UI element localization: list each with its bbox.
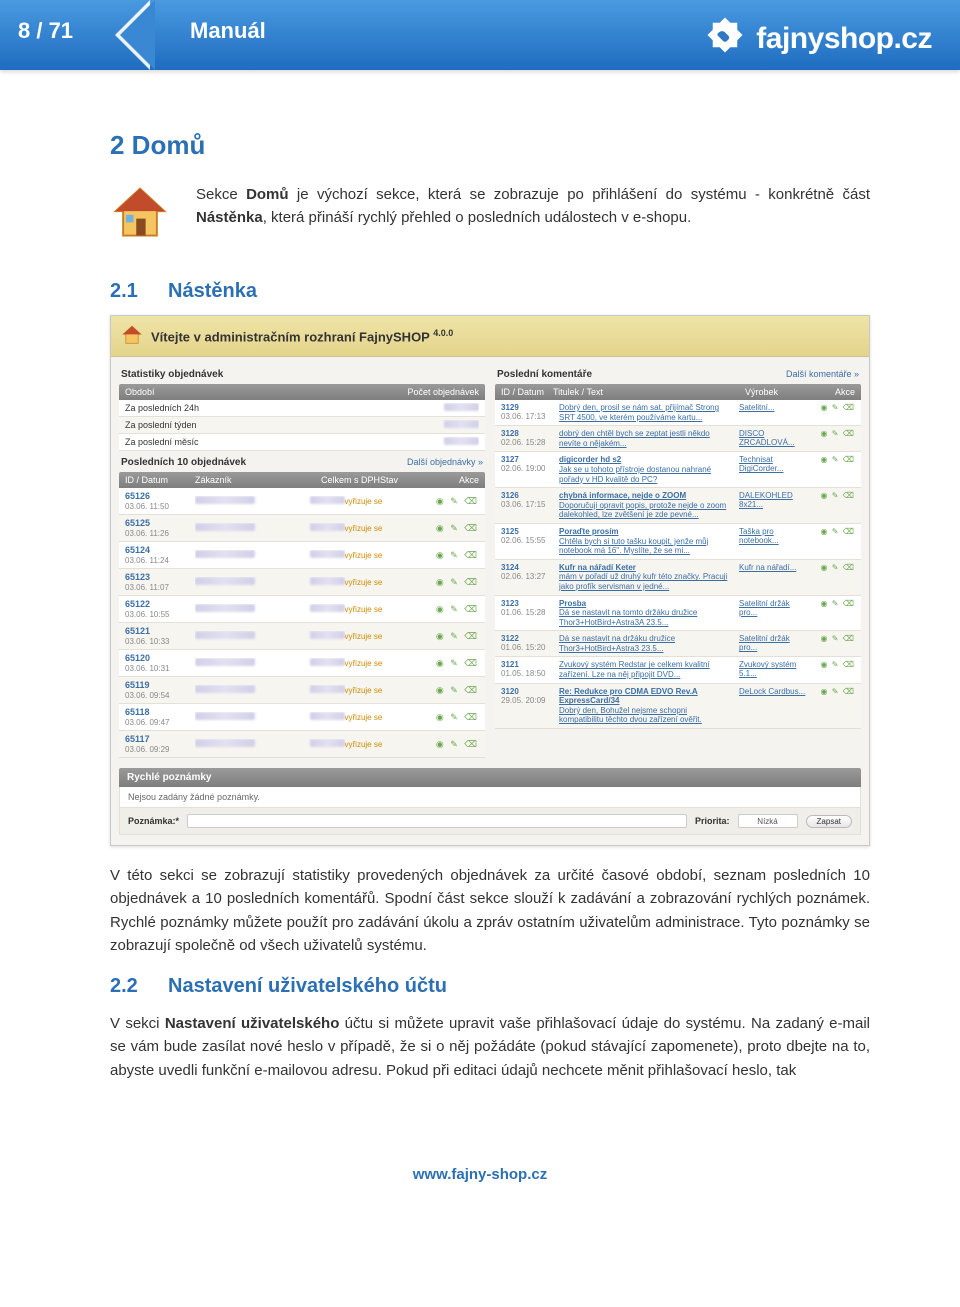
intro-paragraph: Sekce Domů je výchozí sekce, která se zo… [196, 183, 870, 248]
save-note-button[interactable]: Zapsat [806, 815, 852, 828]
quick-notes-panel: Rychlé poznámky Nejsou zadány žádné pozn… [111, 768, 869, 845]
subsection-2-1-num: 2.1 [110, 280, 168, 303]
order-row[interactable]: 6511903.06. 09:54vyřizuje se◉ ✎ ⌫ [119, 677, 485, 704]
left-column: Statistiky objednávek Období Počet objed… [119, 363, 485, 758]
page-number: 8 / 71 [18, 18, 73, 44]
home-icon [121, 324, 143, 348]
order-row[interactable]: 6512003.06. 10:31vyřizuje se◉ ✎ ⌫ [119, 650, 485, 677]
stats-row: Za poslední měsíc [119, 434, 485, 451]
paragraph-2-1: V této sekci se zobrazují statistiky pro… [110, 864, 870, 957]
stats-rows: Za posledních 24hZa poslední týdenZa pos… [119, 400, 485, 451]
comments-title: Poslední komentáře [497, 369, 592, 380]
intro-bold-domu: Domů [246, 186, 289, 203]
manual-label: Manuál [190, 18, 266, 44]
more-comments-link[interactable]: Další komentáře » [786, 369, 859, 380]
document-body: 2 Domů Sekce Domů je výchozí sekce, kter… [0, 70, 960, 1126]
col-cm-prod: Výrobek [745, 387, 815, 397]
orders-title: Posledních 10 objednávek [121, 457, 246, 468]
comment-row[interactable]: 312101.05. 18:50Zvukový systém Redstar j… [495, 657, 861, 683]
welcome-bar: Vítejte v administračním rozhraní FajnyS… [111, 316, 869, 357]
col-state: Stav [380, 475, 435, 485]
order-row[interactable]: 6511703.06. 09:29vyřizuje se◉ ✎ ⌫ [119, 731, 485, 758]
welcome-text: Vítejte v administračním rozhraní FajnyS… [151, 328, 453, 344]
order-row[interactable]: 6512103.06. 10:33vyřizuje se◉ ✎ ⌫ [119, 623, 485, 650]
col-id: ID / Datum [125, 475, 195, 485]
order-row[interactable]: 6511803.06. 09:47vyřizuje se◉ ✎ ⌫ [119, 704, 485, 731]
p22-bold: Nastavení uživatelského [165, 1015, 340, 1032]
orders-rows: 6512603.06. 11:50vyřizuje se◉ ✎ ⌫6512503… [119, 488, 485, 758]
subsection-2-1: 2.1Nástěnka [110, 280, 870, 303]
orders-title-row: Posledních 10 objednávek Další objednávk… [119, 451, 485, 472]
section-2-heading: 2 Domů [110, 130, 870, 161]
comment-row[interactable]: 312402.06. 13:27Kufr na nářadí Ketermám … [495, 560, 861, 596]
right-column: Poslední komentáře Další komentáře » ID … [495, 363, 861, 758]
stats-title: Statistiky objednávek [119, 363, 485, 384]
notes-empty-text: Nejsou zadány žádné poznámky. [119, 787, 861, 808]
comment-row[interactable]: 312603.06. 17:15chybná informace, nejde … [495, 488, 861, 524]
subsection-2-2-num: 2.2 [110, 975, 168, 998]
comments-title-row: Poslední komentáře Další komentáře » [495, 363, 861, 384]
comment-row[interactable]: 312502.06. 15:55Poraďte prosímChtěla byc… [495, 524, 861, 560]
order-row[interactable]: 6512603.06. 11:50vyřizuje se◉ ✎ ⌫ [119, 488, 485, 515]
stats-row: Za posledních 24h [119, 400, 485, 417]
comment-row[interactable]: 312201.06. 15:20Dá se nastavit na držáku… [495, 631, 861, 657]
more-orders-link[interactable]: Další objednávky » [407, 457, 483, 468]
dashboard-screenshot: Vítejte v administračním rozhraní FajnyS… [110, 315, 870, 846]
paragraph-2-2: V sekci Nastavení uživatelského účtu si … [110, 1012, 870, 1082]
subsection-2-2: 2.2Nastavení uživatelského účtu [110, 975, 870, 998]
order-row[interactable]: 6512403.06. 11:24vyřizuje se◉ ✎ ⌫ [119, 542, 485, 569]
order-row[interactable]: 6512203.06. 10:55vyřizuje se◉ ✎ ⌫ [119, 596, 485, 623]
col-actions: Akce [435, 475, 479, 485]
subsection-2-1-title: Nástěnka [168, 280, 257, 302]
footer-url: www.fajny-shop.cz [0, 1126, 960, 1193]
note-field-label: Poznámka:* [128, 816, 179, 826]
subsection-2-2-title: Nastavení uživatelského účtu [168, 975, 447, 997]
p22-t1: V sekci [110, 1015, 165, 1032]
comments-head: ID / Datum Titulek / Text Výrobek Akce [495, 384, 861, 400]
comment-row[interactable]: 312301.06. 15:28ProsbaDá se nastavit na … [495, 596, 861, 632]
comment-row[interactable]: 312903.06. 17:13Dobrý den, prosil se nám… [495, 400, 861, 426]
stats-table-head: Období Počet objednávek [119, 384, 485, 400]
priority-label: Priorita: [695, 816, 730, 826]
comments-rows: 312903.06. 17:13Dobrý den, prosil se nám… [495, 400, 861, 729]
stats-row: Za poslední týden [119, 417, 485, 434]
intro-t3: , která přináší rychlý přehled o posledn… [263, 209, 692, 226]
col-customer: Zákazník [195, 475, 310, 485]
intro-t2: je výchozí sekce, která se zobrazuje po … [289, 186, 870, 203]
intro-t1: Sekce [196, 186, 246, 203]
home-icon [110, 183, 170, 248]
col-cm-act: Akce [815, 387, 855, 397]
notes-heading: Rychlé poznámky [119, 768, 861, 787]
welcome-label: Vítejte v administračním rozhraní FajnyS… [151, 329, 430, 344]
header-chevron [120, 0, 155, 70]
order-row[interactable]: 6512303.06. 11:07vyřizuje se◉ ✎ ⌫ [119, 569, 485, 596]
priority-select[interactable]: Nízká [738, 814, 798, 828]
brand-text: fajnyshop.cz [756, 22, 932, 56]
intro-bold-nastenka: Nástěnka [196, 209, 263, 226]
col-total: Celkem s DPH [310, 475, 380, 485]
note-input[interactable] [187, 814, 687, 828]
page-header: 8 / 71 Manuál fajnyshop.cz [0, 0, 960, 70]
col-count: Počet objednávek [389, 387, 479, 397]
comment-row[interactable]: 312702.06. 19:00digicorder hd s2Jak se u… [495, 452, 861, 488]
stats-title-label: Statistiky objednávek [121, 369, 223, 380]
brand-logo: fajnyshop.cz [704, 14, 932, 64]
order-row[interactable]: 6512503.06. 11:26vyřizuje se◉ ✎ ⌫ [119, 515, 485, 542]
notes-form: Poznámka:* Priorita: Nízká Zapsat [119, 808, 861, 835]
version-label: 4.0.0 [433, 328, 453, 338]
comment-row[interactable]: 312802.06. 15:28dobrý den chtěl bych se … [495, 426, 861, 452]
orders-head: ID / Datum Zákazník Celkem s DPH Stav Ak… [119, 472, 485, 488]
handshake-icon [704, 14, 746, 64]
intro-row: Sekce Domů je výchozí sekce, která se zo… [110, 183, 870, 248]
col-cm-id: ID / Datum [501, 387, 553, 397]
col-period: Období [125, 387, 389, 397]
comment-row[interactable]: 312029.05. 20:09Re: Redukce pro CDMA EDV… [495, 684, 861, 729]
col-cm-title: Titulek / Text [553, 387, 745, 397]
